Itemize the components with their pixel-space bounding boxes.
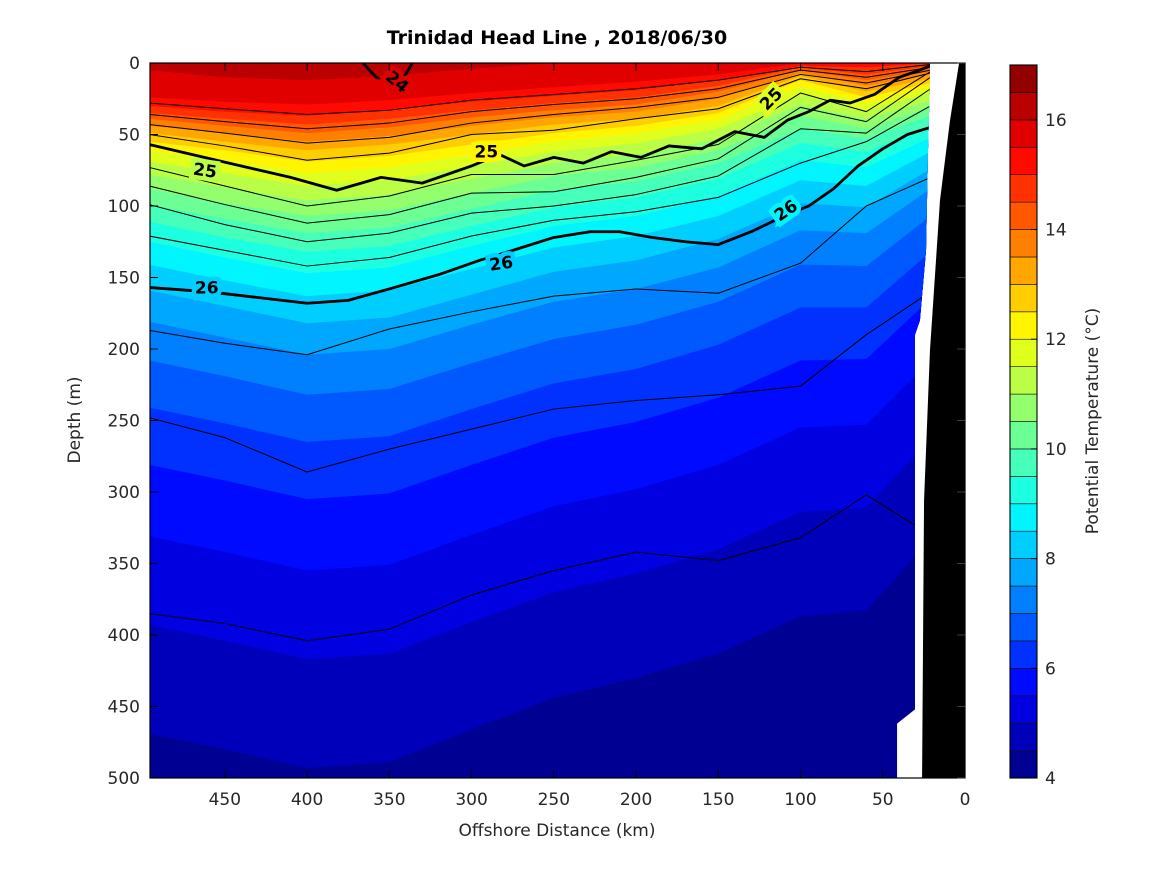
colorbar-cell <box>1009 201 1038 230</box>
colorbar-cell <box>1009 530 1038 559</box>
colorbar-cell <box>1009 585 1038 614</box>
x-tick-label: 350 <box>373 790 405 810</box>
y-axis-label: Depth (m) <box>65 376 85 463</box>
y-tick-label: 250 <box>108 412 140 432</box>
density-contour-26 <box>150 126 930 305</box>
colorbar-tick-label: 12 <box>1045 330 1067 350</box>
colorbar-tick-label: 6 <box>1045 659 1056 679</box>
x-tick-label: 400 <box>291 790 323 810</box>
colorbar-cell <box>1009 229 1038 258</box>
density-contour-25.2 <box>150 71 930 207</box>
colorbar-cell <box>1009 558 1038 587</box>
density-contour-25.4 <box>150 76 930 224</box>
x-tick-label: 100 <box>784 790 816 810</box>
y-tick-label: 350 <box>108 555 140 575</box>
colorbar-cell <box>1009 92 1038 121</box>
colorbar-cell <box>1009 476 1038 505</box>
density-contour-lines <box>150 63 930 642</box>
y-tick-label: 150 <box>108 269 140 289</box>
contour-label-26: 26 <box>195 279 219 299</box>
contour-label-25: 25 <box>192 160 218 183</box>
colorbar-cell <box>1009 421 1038 450</box>
y-tick-label: 100 <box>108 197 140 217</box>
colorbar-border <box>1009 64 1038 779</box>
colorbar-cell <box>1009 338 1038 367</box>
x-tick-label: 200 <box>620 790 652 810</box>
y-tick-label: 300 <box>108 483 140 503</box>
plot-title: Trinidad Head Line , 2018/06/30 <box>387 27 727 49</box>
colorbar-cell <box>1009 146 1038 175</box>
colorbar: 4 6 8 10 12 14 16 <box>1009 64 1067 789</box>
y-tick-label: 200 <box>108 340 140 360</box>
density-contour-26.2 <box>150 176 930 356</box>
colorbar-cell <box>1009 448 1038 477</box>
density-contour-25.8 <box>150 105 930 267</box>
y-tick-label: 400 <box>108 626 140 646</box>
x-tick-label: 250 <box>538 790 570 810</box>
density-contour-26.6 <box>150 494 930 642</box>
filled-contour-bands <box>150 63 930 778</box>
colorbar-tick-label: 4 <box>1045 769 1056 789</box>
colorbar-cell <box>1009 613 1038 642</box>
colorbar-tick-label: 10 <box>1045 440 1067 460</box>
density-contour-24.2 <box>150 63 930 115</box>
colorbar-cell <box>1009 750 1038 779</box>
contour-label-25: 25 <box>475 143 499 163</box>
y-tick-label: 450 <box>108 698 140 718</box>
colorbar-cell <box>1009 174 1038 203</box>
x-tick-label: 150 <box>702 790 734 810</box>
colorbar-cell <box>1009 393 1038 422</box>
colorbar-cell <box>1009 668 1038 697</box>
colorbar-cell <box>1009 640 1038 669</box>
coast-wedge <box>922 63 965 778</box>
colorbar-cell <box>1009 256 1038 285</box>
colorbar-cell <box>1009 284 1038 313</box>
colorbar-cell <box>1009 695 1038 724</box>
colorbar-cell <box>1009 503 1038 532</box>
y-tick-label: 500 <box>108 769 140 789</box>
density-contour-24.4 <box>150 66 930 130</box>
density-contour-26.4 <box>150 291 930 473</box>
contour-label-26: 26 <box>488 253 514 276</box>
density-contour-25 <box>150 64 930 192</box>
coast-bathymetry-mask <box>922 63 965 778</box>
x-tick-label: 450 <box>209 790 241 810</box>
colorbar-cell <box>1009 366 1038 395</box>
colorbar-cell <box>1009 64 1038 93</box>
colorbar-cell <box>1009 722 1038 751</box>
x-tick-label: 50 <box>872 790 894 810</box>
x-tick-label: 0 <box>960 790 971 810</box>
colorbar-label: Potential Temperature (°C) <box>1083 308 1103 535</box>
colorbar-tick-label: 8 <box>1045 550 1056 570</box>
colorbar-cell <box>1009 119 1038 148</box>
colorbar-cell <box>1009 311 1038 340</box>
x-tick-label: 300 <box>455 790 487 810</box>
density-contour-24 <box>361 63 414 83</box>
density-contour-24.8 <box>150 72 930 161</box>
axes: 450 400 350 300 250 200 150 100 50 00501001502002… <box>108 54 971 810</box>
temperature-band-above-16 <box>150 63 930 81</box>
colorbar-tick-label: 14 <box>1045 221 1067 241</box>
density-contour-25.6 <box>150 88 930 243</box>
density-contour-24.6 <box>150 69 930 144</box>
y-tick-label: 0 <box>129 54 140 74</box>
x-axis-label: Offshore Distance (km) <box>458 821 655 841</box>
y-tick-label: 50 <box>118 126 140 146</box>
colorbar-tick-label: 16 <box>1045 111 1067 131</box>
